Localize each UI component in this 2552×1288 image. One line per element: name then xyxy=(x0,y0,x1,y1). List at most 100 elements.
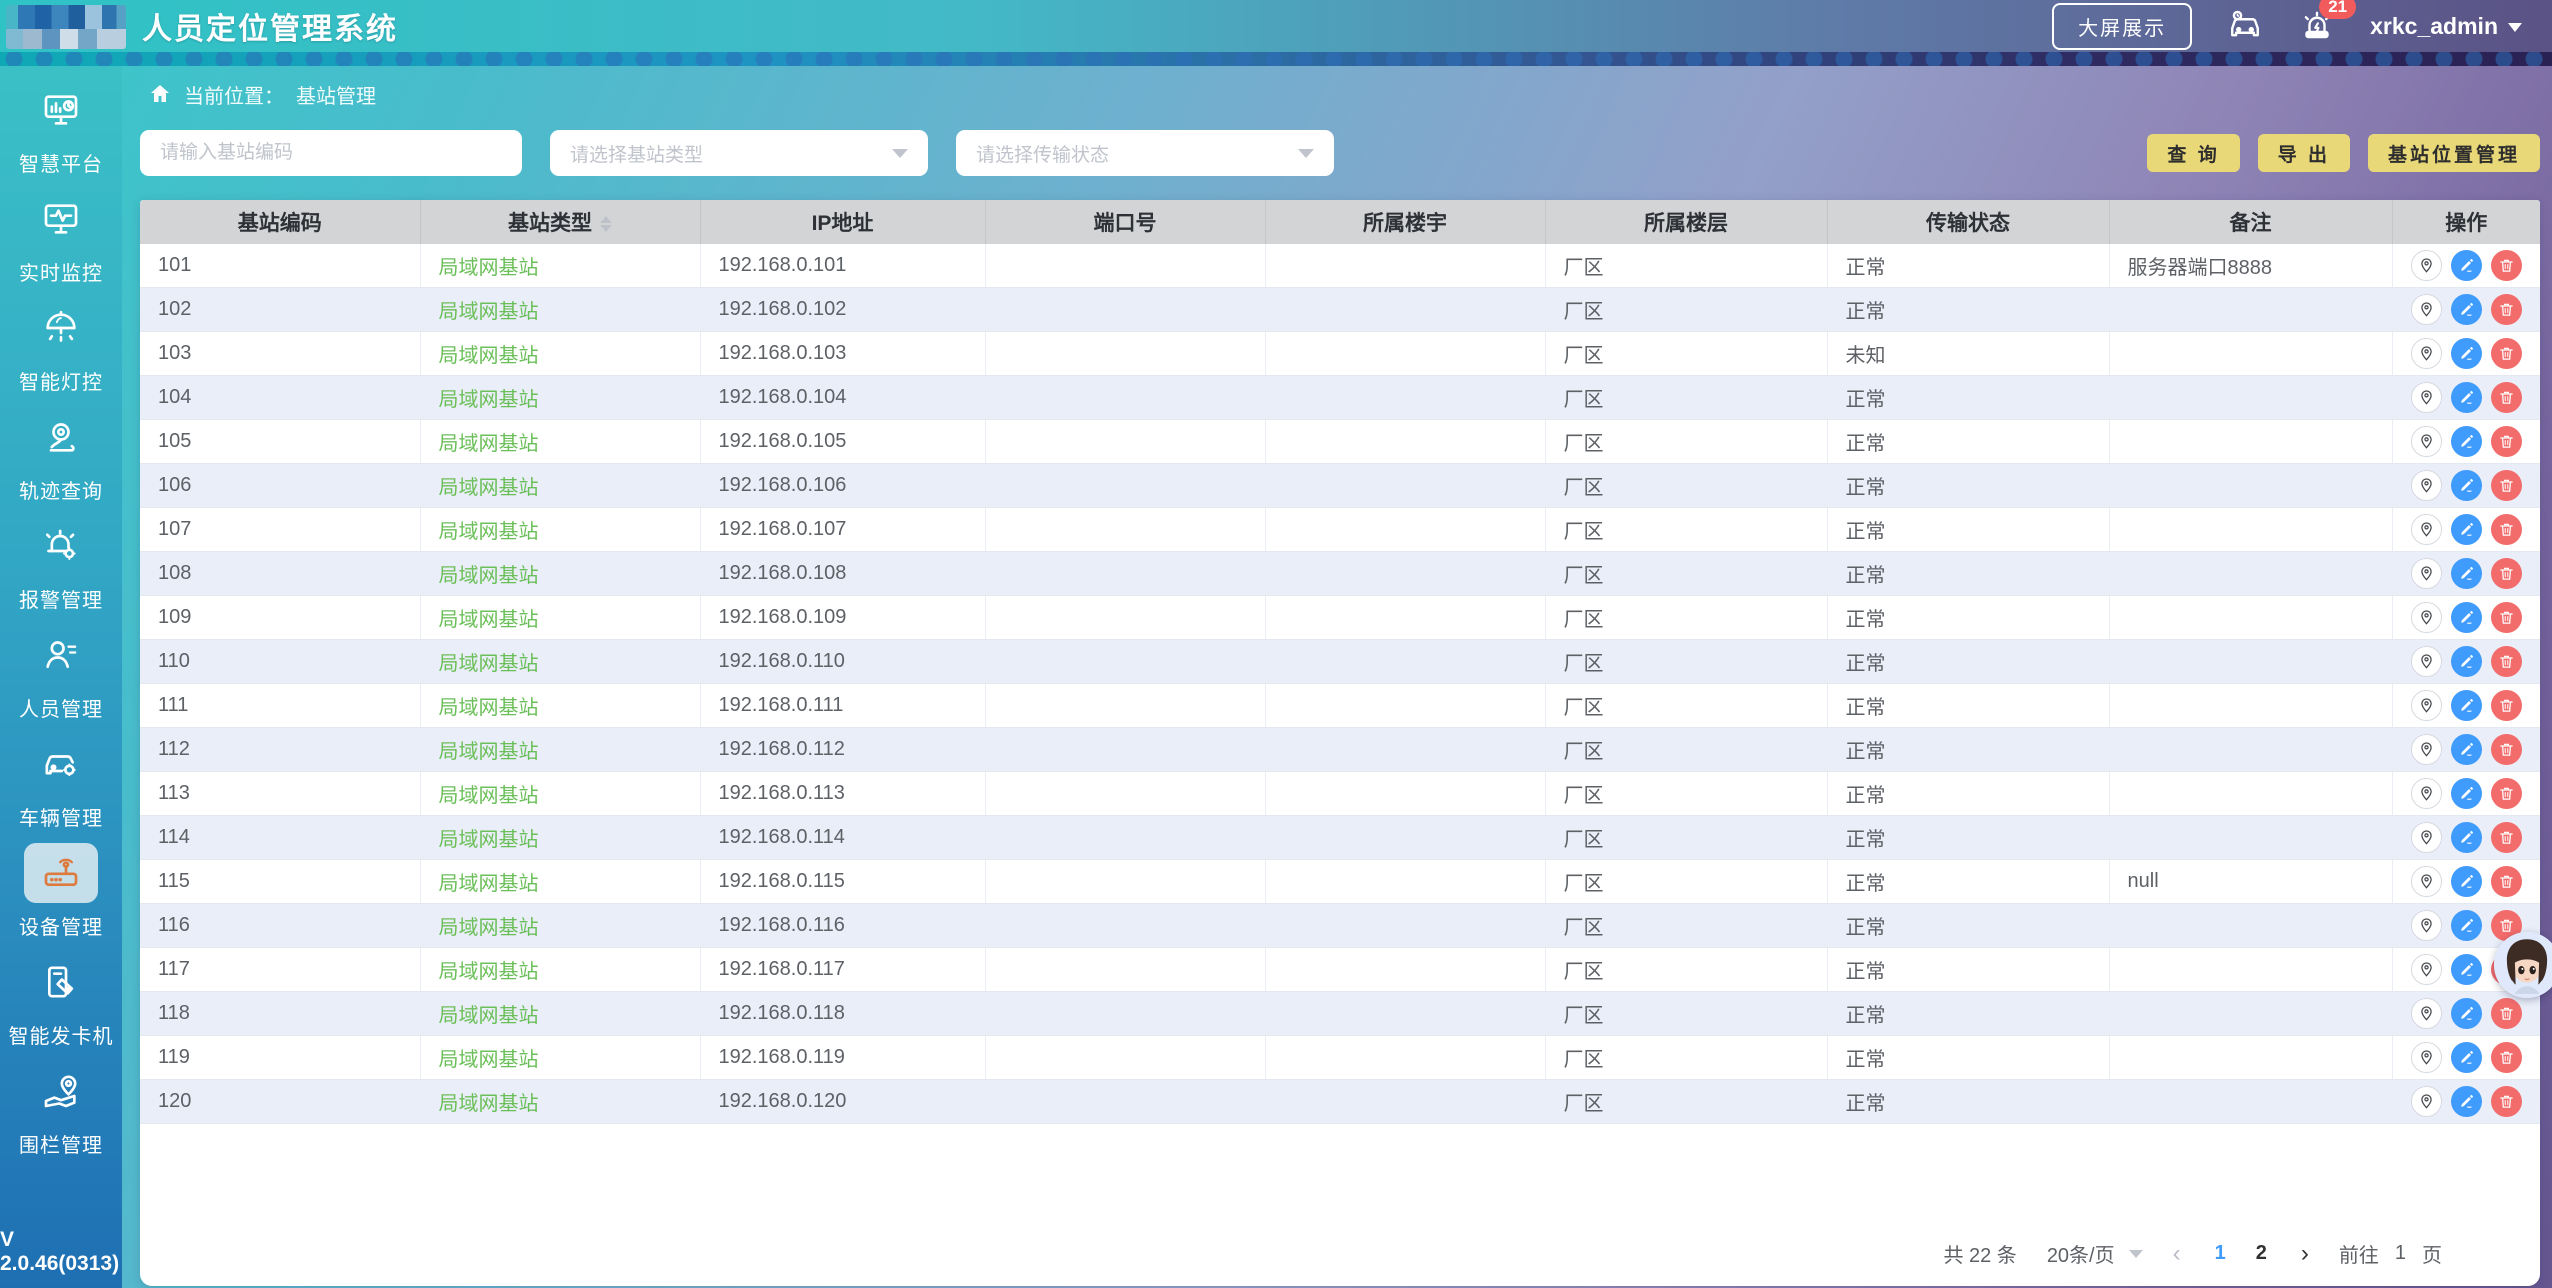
delete-button[interactable] xyxy=(2490,294,2522,325)
export-button[interactable]: 导 出 xyxy=(2257,134,2350,172)
delete-button[interactable] xyxy=(2490,1042,2522,1073)
assistant-avatar[interactable] xyxy=(2494,932,2552,998)
cell-ip: 192.168.0.111 xyxy=(700,683,986,728)
locate-button[interactable] xyxy=(2410,294,2442,325)
station-code-input[interactable] xyxy=(140,130,522,176)
edit-button[interactable] xyxy=(2450,294,2482,325)
locate-button[interactable] xyxy=(2410,998,2442,1029)
delete-button[interactable] xyxy=(2490,558,2522,589)
cell-port xyxy=(985,463,1266,508)
cell-remark xyxy=(2109,727,2393,772)
delete-button[interactable] xyxy=(2490,514,2522,545)
delete-button[interactable] xyxy=(2490,998,2522,1029)
table-row: 105 局域网基站 192.168.0.105 厂区 正常 xyxy=(140,419,2540,464)
locate-button[interactable] xyxy=(2410,1042,2442,1073)
edit-button[interactable] xyxy=(2450,514,2482,545)
table-row: 116 局域网基站 192.168.0.116 厂区 正常 xyxy=(140,903,2540,948)
per-page-select[interactable]: 20条/页 xyxy=(2047,1239,2143,1268)
locate-button[interactable] xyxy=(2410,646,2442,677)
locate-button[interactable] xyxy=(2410,514,2442,545)
cell-building xyxy=(1265,1079,1546,1124)
cell-status: 正常 xyxy=(1827,947,2110,992)
delete-button[interactable] xyxy=(2490,470,2522,501)
edit-button[interactable] xyxy=(2450,734,2482,765)
locate-button[interactable] xyxy=(2410,910,2442,941)
page-number-2[interactable]: 2 xyxy=(2255,1242,2267,1264)
sidebar-item-realtime-monitor[interactable]: 实时监控 xyxy=(0,183,122,292)
alarm-siren-icon[interactable]: 21 xyxy=(2298,0,2357,45)
delete-button[interactable] xyxy=(2490,690,2522,721)
delete-button[interactable] xyxy=(2490,866,2522,897)
query-button[interactable]: 查 询 xyxy=(2147,134,2240,172)
sidebar-item-track-query[interactable]: 轨迹查询 xyxy=(0,401,122,510)
locate-button[interactable] xyxy=(2410,382,2442,413)
locate-button[interactable] xyxy=(2410,778,2442,809)
user-menu[interactable]: xrkc_admin xyxy=(2370,13,2522,40)
edit-button[interactable] xyxy=(2450,602,2482,633)
locate-button[interactable] xyxy=(2410,866,2442,897)
sidebar-item-smart-platform[interactable]: 智慧平台 xyxy=(0,74,122,183)
delete-button[interactable] xyxy=(2490,646,2522,677)
locate-button[interactable] xyxy=(2410,558,2442,589)
station-position-manage-button[interactable]: 基站位置管理 xyxy=(2367,134,2540,172)
edit-button[interactable] xyxy=(2450,690,2482,721)
edit-button[interactable] xyxy=(2450,382,2482,413)
cell-remark xyxy=(2109,551,2393,596)
edit-button[interactable] xyxy=(2450,426,2482,457)
goto-page-input[interactable]: 1 xyxy=(2394,1242,2406,1264)
cell-type: 局域网基站 xyxy=(420,507,701,552)
cell-type: 局域网基站 xyxy=(420,331,701,376)
sidebar-item-vehicle-manage[interactable]: 车辆管理 xyxy=(0,728,122,837)
prev-page-button[interactable]: ‹ xyxy=(2172,1239,2181,1267)
sidebar-item-smart-light[interactable]: 智能灯控 xyxy=(0,292,122,401)
delete-button[interactable] xyxy=(2490,1086,2522,1117)
sort-caret-icon[interactable] xyxy=(600,216,612,233)
edit-button[interactable] xyxy=(2450,1086,2482,1117)
cell-port xyxy=(985,771,1266,816)
station-type-select[interactable]: 请选择基站类型 xyxy=(550,130,928,176)
transmit-status-select[interactable]: 请选择传输状态 xyxy=(956,130,1334,176)
sidebar-item-fence-manage[interactable]: 围栏管理 xyxy=(0,1055,122,1164)
locate-button[interactable] xyxy=(2410,822,2442,853)
edit-button[interactable] xyxy=(2450,250,2482,281)
delete-button[interactable] xyxy=(2490,338,2522,369)
cell-building xyxy=(1265,244,1546,288)
locate-button[interactable] xyxy=(2410,1086,2442,1117)
locate-button[interactable] xyxy=(2410,250,2442,281)
locate-button[interactable] xyxy=(2410,954,2442,985)
edit-button[interactable] xyxy=(2450,778,2482,809)
sidebar-item-personnel-manage[interactable]: 人员管理 xyxy=(0,619,122,728)
delete-button[interactable] xyxy=(2490,426,2522,457)
delete-button[interactable] xyxy=(2490,250,2522,281)
locate-button[interactable] xyxy=(2410,690,2442,721)
edit-button[interactable] xyxy=(2450,822,2482,853)
sidebar-item-device-manage[interactable]: 设备管理 xyxy=(0,837,122,946)
delete-button[interactable] xyxy=(2490,734,2522,765)
locate-button[interactable] xyxy=(2410,426,2442,457)
page-number-1[interactable]: 1 xyxy=(2214,1242,2226,1264)
delete-button[interactable] xyxy=(2490,822,2522,853)
edit-button[interactable] xyxy=(2450,470,2482,501)
edit-button[interactable] xyxy=(2450,998,2482,1029)
edit-button[interactable] xyxy=(2450,646,2482,677)
delete-button[interactable] xyxy=(2490,602,2522,633)
edit-button[interactable] xyxy=(2450,1042,2482,1073)
sidebar-item-alarm-manage[interactable]: 报警管理 xyxy=(0,510,122,619)
delete-button[interactable] xyxy=(2490,382,2522,413)
cell-floor: 厂区 xyxy=(1545,507,1828,552)
edit-button[interactable] xyxy=(2450,866,2482,897)
locate-button[interactable] xyxy=(2410,602,2442,633)
column-header-type[interactable]: 基站类型 xyxy=(420,200,701,244)
car-icon[interactable] xyxy=(2226,7,2264,45)
edit-button[interactable] xyxy=(2450,954,2482,985)
big-screen-button[interactable]: 大屏展示 xyxy=(2052,2,2193,50)
locate-button[interactable] xyxy=(2410,734,2442,765)
edit-button[interactable] xyxy=(2450,910,2482,941)
next-page-button[interactable]: › xyxy=(2300,1239,2309,1267)
edit-button[interactable] xyxy=(2450,558,2482,589)
locate-button[interactable] xyxy=(2410,338,2442,369)
edit-button[interactable] xyxy=(2450,338,2482,369)
locate-button[interactable] xyxy=(2410,470,2442,501)
delete-button[interactable] xyxy=(2490,778,2522,809)
sidebar-item-card-machine[interactable]: 智能发卡机 xyxy=(0,946,122,1055)
